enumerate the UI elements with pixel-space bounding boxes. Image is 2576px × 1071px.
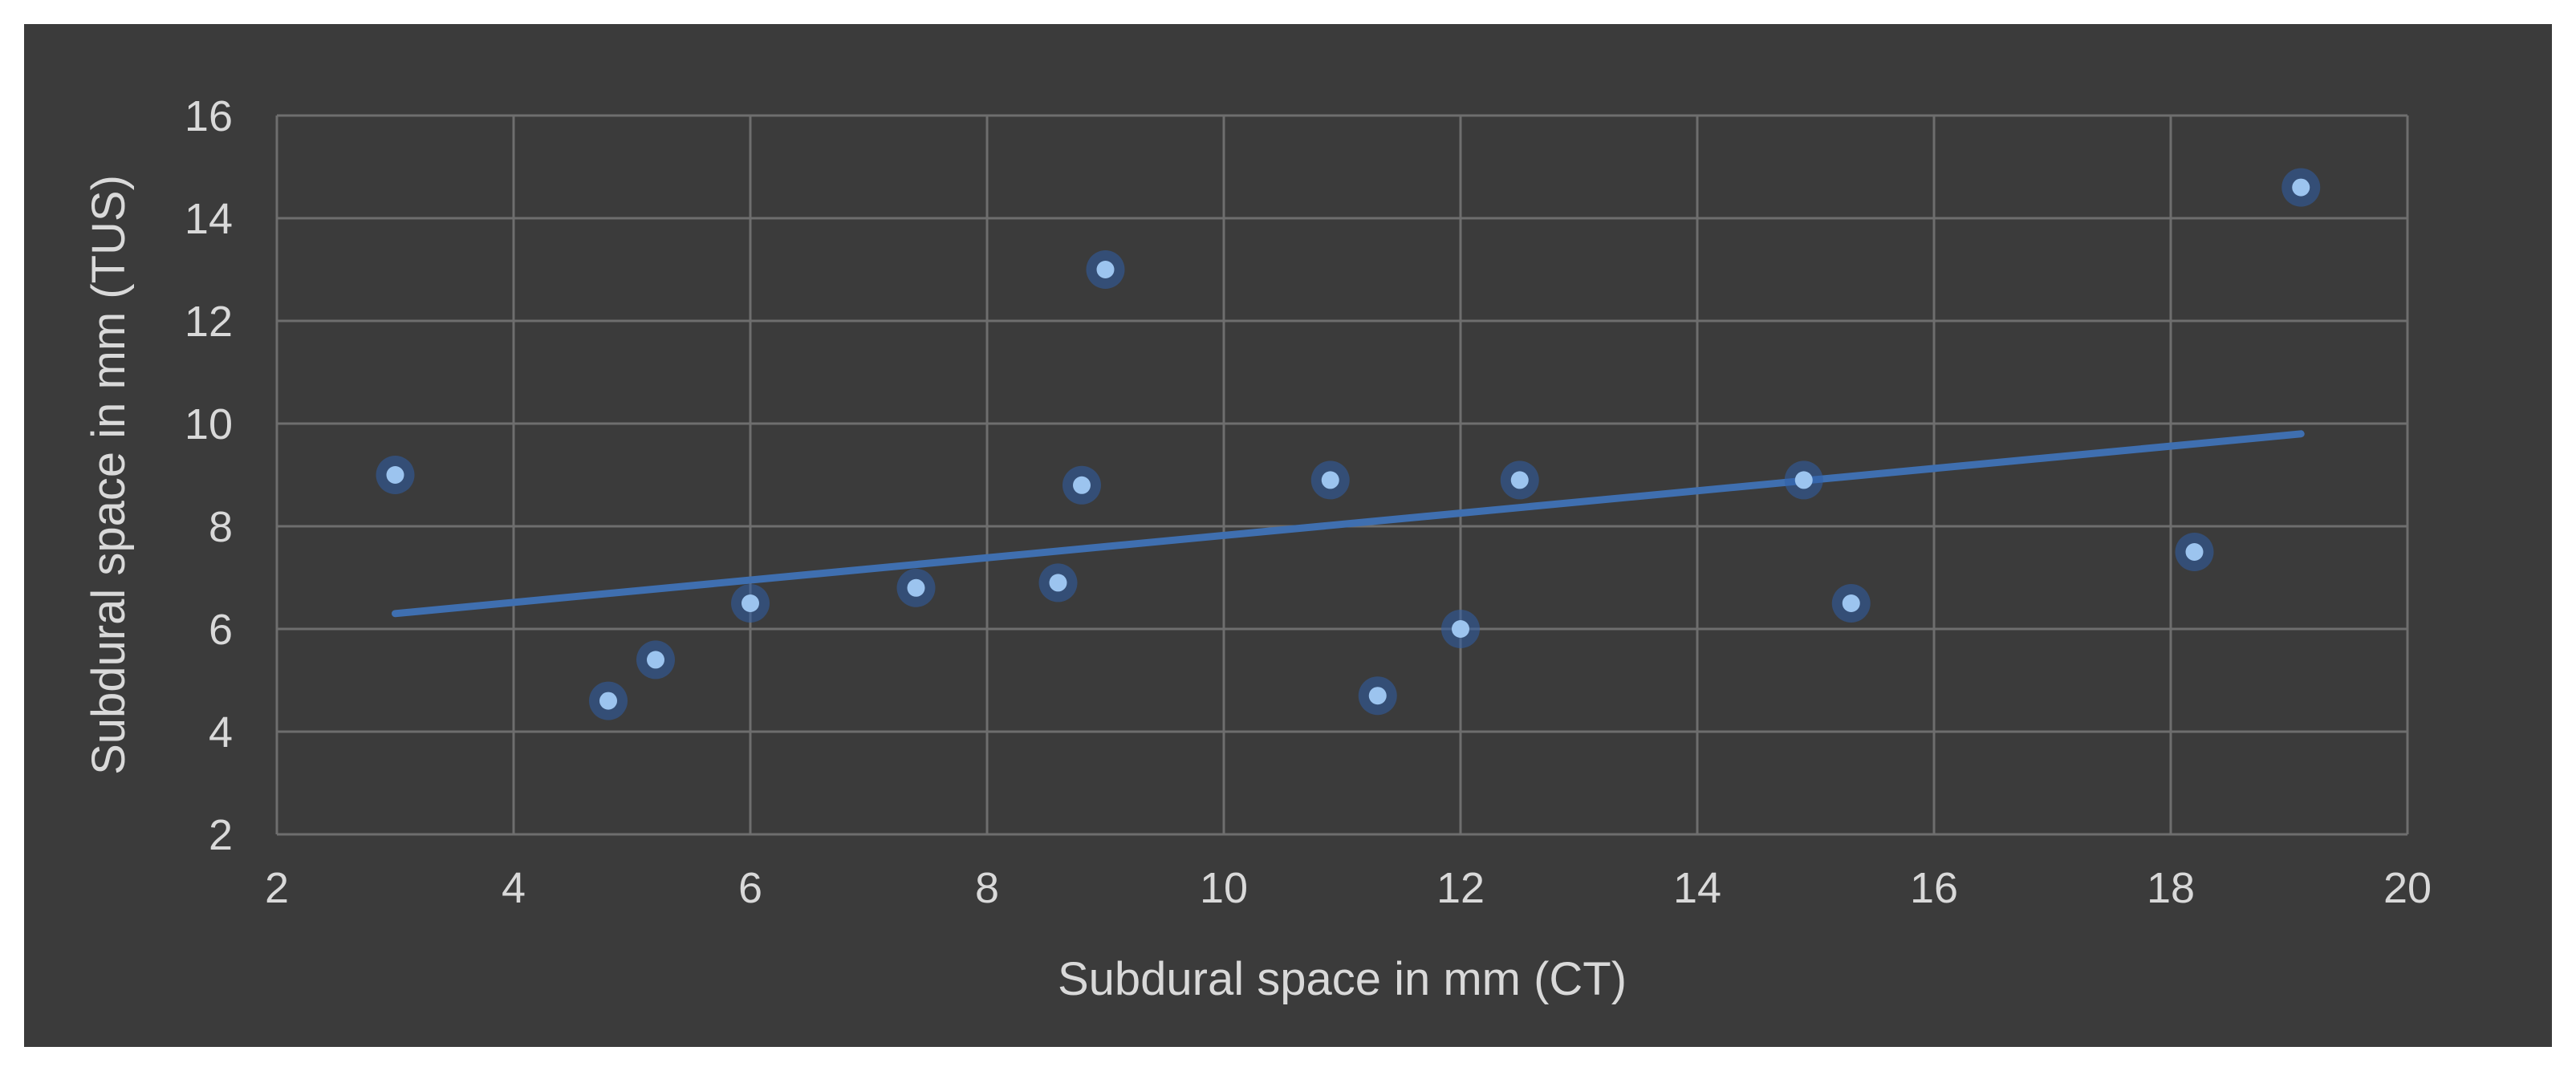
y-tick-label: 14 bbox=[185, 195, 233, 243]
data-point-marker bbox=[742, 594, 759, 612]
data-point bbox=[1831, 584, 1871, 623]
x-tick-label: 8 bbox=[975, 864, 999, 912]
x-tick-label: 20 bbox=[2383, 864, 2432, 912]
y-tick-label: 4 bbox=[209, 708, 233, 757]
data-point bbox=[1784, 460, 1823, 500]
y-tick-label: 2 bbox=[209, 811, 233, 859]
x-tick-label: 6 bbox=[738, 864, 762, 912]
y-tick-label: 6 bbox=[209, 606, 233, 654]
data-point bbox=[589, 681, 628, 720]
data-point-marker bbox=[1073, 476, 1091, 494]
trendline-layer bbox=[392, 430, 2305, 618]
data-point-marker bbox=[1452, 620, 1469, 638]
data-point bbox=[2281, 168, 2321, 207]
data-point bbox=[896, 568, 936, 607]
data-point-marker bbox=[1368, 687, 1387, 705]
y-tick-label: 16 bbox=[185, 92, 233, 140]
y-axis-title: Subdural space in mm (TUS) bbox=[83, 175, 135, 775]
data-point bbox=[1441, 610, 1480, 648]
data-point-marker bbox=[2185, 543, 2204, 561]
data-point bbox=[1038, 563, 1078, 602]
data-point bbox=[731, 584, 770, 623]
data-point-marker bbox=[1794, 471, 1813, 489]
data-point-marker bbox=[1096, 261, 1115, 278]
data-point-marker bbox=[599, 692, 617, 710]
data-point-marker bbox=[1842, 594, 1860, 612]
x-tick-label: 18 bbox=[2147, 864, 2195, 912]
data-point bbox=[1358, 676, 1397, 716]
data-point bbox=[636, 640, 675, 680]
data-point bbox=[376, 456, 415, 494]
data-point-marker bbox=[2292, 178, 2310, 197]
x-tick-label: 4 bbox=[502, 864, 526, 912]
y-tick-label: 10 bbox=[185, 400, 233, 448]
y-axis-ticks: 2 4 6 8 10 12 14 16 bbox=[185, 92, 233, 859]
data-point-marker bbox=[1510, 471, 1529, 489]
data-point bbox=[2175, 533, 2214, 571]
x-tick-label: 12 bbox=[1436, 864, 1485, 912]
data-point-marker bbox=[907, 578, 925, 597]
x-tick-label: 2 bbox=[265, 864, 289, 912]
x-tick-label: 16 bbox=[1910, 864, 1958, 912]
data-point-marker bbox=[1321, 471, 1339, 489]
data-point-marker bbox=[1049, 574, 1067, 592]
data-point-marker bbox=[386, 466, 404, 484]
x-axis-ticks: 2 4 6 8 10 12 14 16 18 20 bbox=[265, 864, 2432, 912]
chart-frame: 2 4 6 8 10 12 14 16 18 20 2 4 6 8 10 12 14 16 Subdural s… bbox=[24, 24, 2552, 1047]
data-point bbox=[1310, 460, 1350, 500]
x-axis-title: Subdural space in mm (CT) bbox=[1058, 953, 1627, 1005]
y-tick-label: 12 bbox=[185, 298, 233, 346]
x-tick-label: 14 bbox=[1673, 864, 1721, 912]
data-point bbox=[1086, 250, 1125, 289]
scatter-chart: 2 4 6 8 10 12 14 16 18 20 2 4 6 8 10 12 14 16 Subdural s… bbox=[83, 92, 2432, 1005]
data-points bbox=[376, 168, 2321, 720]
data-point-marker bbox=[647, 651, 664, 669]
data-point bbox=[1500, 460, 1539, 500]
trendline bbox=[392, 430, 2305, 618]
y-tick-label: 8 bbox=[209, 503, 233, 551]
x-tick-label: 10 bbox=[1200, 864, 1248, 912]
data-point bbox=[1062, 465, 1101, 505]
